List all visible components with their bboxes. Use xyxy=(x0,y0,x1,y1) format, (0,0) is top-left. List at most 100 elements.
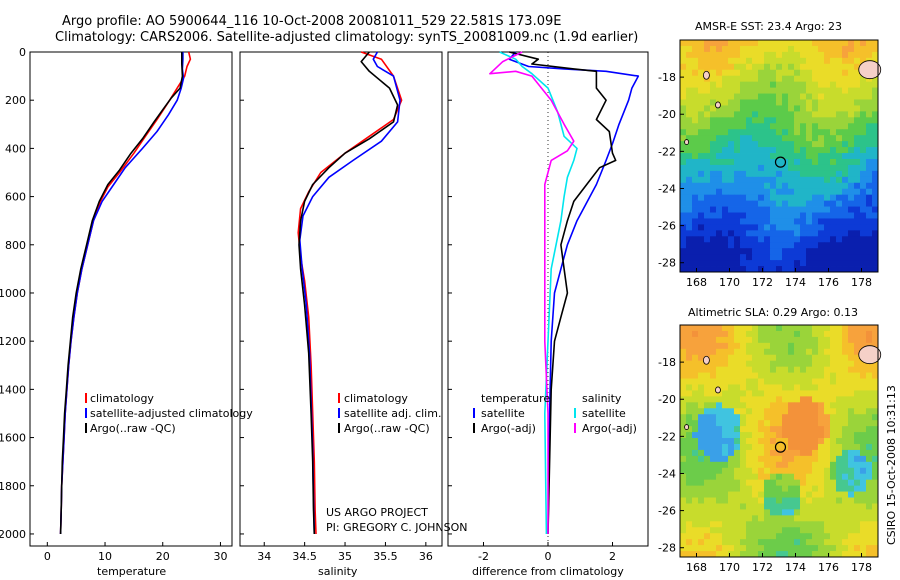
sst-map-cell xyxy=(758,117,765,124)
sst-map-cell xyxy=(830,45,837,53)
sst-map-cell xyxy=(710,87,717,94)
sst-map-cell xyxy=(800,141,807,148)
sst-map-cell xyxy=(830,158,837,166)
sst-map-cell xyxy=(860,93,867,100)
sst-map-cell xyxy=(818,254,825,261)
sst-map-cell xyxy=(728,147,735,154)
sla-map-cell xyxy=(854,449,861,457)
sst-map-cell xyxy=(770,170,777,178)
sla-map-cell xyxy=(722,473,729,481)
sla-map-cell xyxy=(680,455,687,463)
sla-map-cell xyxy=(854,533,861,540)
sla-map-cell xyxy=(746,396,753,403)
sst-map-cell xyxy=(854,111,861,118)
sla-map-cell xyxy=(800,515,807,522)
sst-map-cell xyxy=(692,206,699,213)
sla-map-cell xyxy=(860,455,867,463)
sla-map-cell xyxy=(818,366,825,373)
sst-map-cell xyxy=(860,141,867,148)
sla-map-cell xyxy=(686,330,693,338)
sst-map-cell xyxy=(806,105,813,112)
sla-map-cell xyxy=(866,336,873,344)
sst-map-cell xyxy=(854,224,861,231)
sst-map-cell xyxy=(860,87,867,94)
sla-map-cell xyxy=(872,378,879,385)
sst-map-cell xyxy=(806,87,813,94)
sla-map-cell xyxy=(722,539,729,546)
sla-map-cell xyxy=(806,485,813,492)
sst-map-cell xyxy=(704,248,711,255)
sst-map-cell xyxy=(872,51,879,59)
sst-map-cell xyxy=(728,81,735,88)
sla-map-cell xyxy=(854,330,861,338)
sst-map-cell xyxy=(740,212,747,219)
sla-map-cell xyxy=(704,521,711,528)
sst-map-cell xyxy=(722,147,729,154)
sla-map-cell xyxy=(710,467,717,475)
sst-map-cell xyxy=(806,57,813,65)
sla-map-cell xyxy=(818,497,825,504)
sla-map-cell xyxy=(848,491,855,498)
sst-map-cell xyxy=(746,129,753,136)
sst-map-cell xyxy=(716,206,723,213)
sst-map-cell xyxy=(752,218,759,225)
sla-map-cell xyxy=(704,396,711,403)
sla-map-cell xyxy=(806,545,813,552)
sla-map-cell xyxy=(872,533,879,540)
sst-map-cell xyxy=(734,135,741,142)
sst-map-cell xyxy=(746,87,753,94)
sst-map-cell xyxy=(794,40,801,47)
sla-map-cell xyxy=(836,414,843,421)
sst-map-cell xyxy=(854,218,861,225)
sla-map-cell xyxy=(710,551,717,558)
sla-map-cell xyxy=(704,527,711,534)
sla-map-cell xyxy=(776,533,783,540)
sla-map-cell xyxy=(746,414,753,421)
sst-map-cell xyxy=(866,212,873,219)
sla-map-cell xyxy=(704,539,711,546)
sla-map-cell xyxy=(812,455,819,463)
sst-map-cell xyxy=(716,242,723,249)
sla-map-cell xyxy=(686,491,693,498)
sst-map-cell xyxy=(764,57,771,65)
sst-map-cell xyxy=(854,135,861,142)
sst-map-cell xyxy=(830,147,837,154)
sla-map-cell xyxy=(782,408,789,415)
sst-map-cell xyxy=(686,105,693,112)
sst-map-cell xyxy=(848,206,855,213)
sla-map-cell xyxy=(824,503,831,510)
sst-map-cell xyxy=(848,153,855,160)
sst-map-cell xyxy=(782,242,789,249)
sst-map-cell xyxy=(842,40,849,47)
sst-map-cell xyxy=(872,123,879,130)
sla-map-cell xyxy=(794,503,801,510)
sst-map-cell xyxy=(776,176,783,184)
sla-map-cell xyxy=(722,551,729,558)
sla-map-cell xyxy=(740,551,747,558)
sst-map-cell xyxy=(794,117,801,124)
sst-map-cell xyxy=(782,123,789,130)
sst-map-cell xyxy=(734,117,741,124)
sst-map-cell xyxy=(686,141,693,148)
sst-map-cell xyxy=(770,57,777,65)
sla-map-cell xyxy=(872,485,879,492)
sst-map-cell xyxy=(716,147,723,154)
sla-map-cell xyxy=(866,455,873,463)
sst-map-cell xyxy=(776,81,783,88)
sla-map-cell xyxy=(770,354,777,362)
sla-map-cell xyxy=(758,372,765,379)
sla-map-cell xyxy=(800,521,807,528)
sla-map-cell xyxy=(746,336,753,344)
sst-map-cell xyxy=(818,141,825,148)
sla-map-cell xyxy=(680,509,687,516)
sla-map-cell xyxy=(872,467,879,475)
sst-map-cell xyxy=(764,51,771,59)
sst-map-cell xyxy=(752,188,759,196)
sla-map-cell xyxy=(800,414,807,421)
sst-map-cell xyxy=(722,260,729,267)
sst-map-cell xyxy=(728,218,735,225)
sst-map-cell xyxy=(842,57,849,65)
sst-map-cell xyxy=(842,81,849,88)
sla-map-cell xyxy=(830,360,837,368)
sst-map-cell xyxy=(716,254,723,261)
